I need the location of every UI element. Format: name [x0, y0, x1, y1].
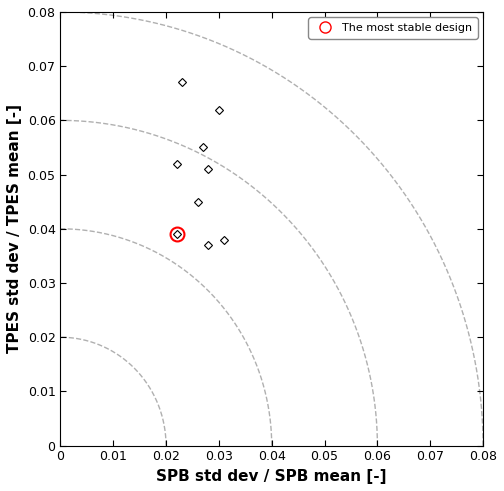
Legend: The most stable design: The most stable design — [308, 18, 477, 39]
Y-axis label: TPES std dev / TPES mean [-]: TPES std dev / TPES mean [-] — [7, 104, 22, 354]
X-axis label: SPB std dev / SPB mean [-]: SPB std dev / SPB mean [-] — [156, 469, 387, 484]
